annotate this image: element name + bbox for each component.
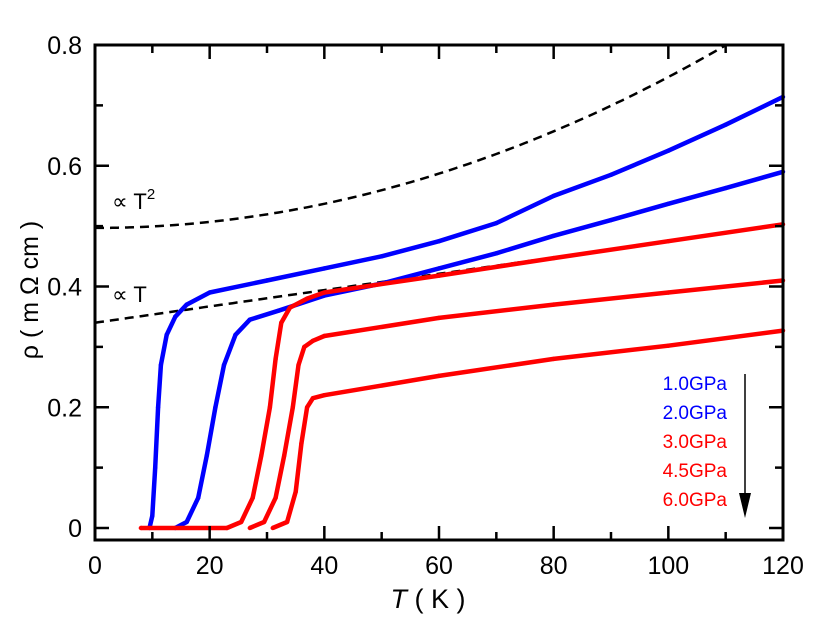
data-point [304,405,310,410]
data-point [666,290,671,295]
data-point [436,315,442,321]
data-series [138,94,786,531]
data-point [270,525,275,531]
legend-item: 1.0GPa [663,374,728,395]
data-point [196,495,201,501]
data-point [299,441,304,446]
data-point [723,185,728,191]
fit-lines [94,44,784,324]
data-point [608,172,614,178]
data-point [279,320,284,325]
y-tick-label: 0 [68,515,82,543]
y-tick-label: 0.2 [47,394,82,422]
data-point [322,392,327,398]
data-point [666,239,671,244]
fit-label-t2: ∝ T2 [112,186,155,214]
data-point [239,519,244,525]
data-point [224,525,230,531]
data-point [723,122,728,127]
x-axis-label: T ( K ) [391,584,466,614]
y-tick-label: 0.4 [47,274,82,302]
legend: 1.0GPa 2.0GPa 3.0GPa 4.5GPa 6.0GPa [663,374,728,511]
legend-item: 4.5GPa [663,461,728,482]
fit-label-t: ∝ T [112,282,147,307]
data-point [267,405,273,410]
data-point [436,373,442,379]
data-point [207,290,212,295]
legend-arrow-icon [739,374,751,518]
data-point [233,332,238,337]
data-point [158,362,164,368]
data-point [138,525,144,531]
data-point [293,489,298,494]
legend-item: 3.0GPa [663,432,728,453]
data-point [173,314,178,319]
data-point [666,148,671,153]
data-point [261,519,267,525]
data-point [436,239,442,244]
data-point [494,251,499,256]
data-point [155,405,161,410]
y-tick-label: 0.6 [47,153,82,181]
data-point [204,453,209,458]
data-point [551,356,556,362]
x-tick-label: 20 [196,552,224,580]
data-point [322,290,327,295]
legend-item: 6.0GPa [663,490,728,511]
data-point [290,405,295,410]
data-point [551,233,556,238]
data-point [150,513,155,519]
data-point [304,296,310,301]
data-point [273,495,278,501]
data-point [302,344,307,350]
data-point [379,254,384,259]
y-axis-label: ρ ( m Ω cm ) [16,221,44,359]
x-tick-label: 40 [310,552,338,580]
fit-line-t-squared [95,44,727,230]
data-point [284,519,290,525]
axes: 0 20 40 60 80 100 120 0 0.2 0.4 0.6 0.8 [47,32,804,580]
data-point [551,302,556,307]
x-tick-label: 100 [647,552,689,580]
data-point [184,519,189,525]
data-point [436,273,442,278]
data-point [310,395,316,401]
data-point [259,453,264,458]
data-point [184,302,189,307]
data-point [296,362,301,368]
data-point [153,465,158,470]
y-tick-label: 0.8 [47,32,82,60]
data-point [666,343,671,348]
data-point [287,305,293,310]
data-point [608,217,614,223]
data-point [666,201,671,206]
data-point [213,405,218,410]
x-tick-label: 120 [762,552,804,580]
data-point [247,317,252,322]
data-point [310,338,316,344]
data-point [164,332,169,337]
x-tick-label: 60 [425,552,453,580]
data-point [221,362,227,368]
data-point [282,453,287,458]
data-point [322,333,327,339]
data-point [322,266,327,271]
data-point [551,193,556,199]
data-point [551,255,556,261]
x-tick-label: 0 [88,552,102,580]
data-point [250,495,255,501]
data-point [264,278,270,283]
data-point [273,356,278,362]
data-point [276,308,281,313]
data-point [247,525,252,531]
data-point [494,220,499,226]
data-point [436,266,442,271]
legend-item: 2.0GPa [663,403,728,424]
x-tick-label: 80 [540,552,568,580]
